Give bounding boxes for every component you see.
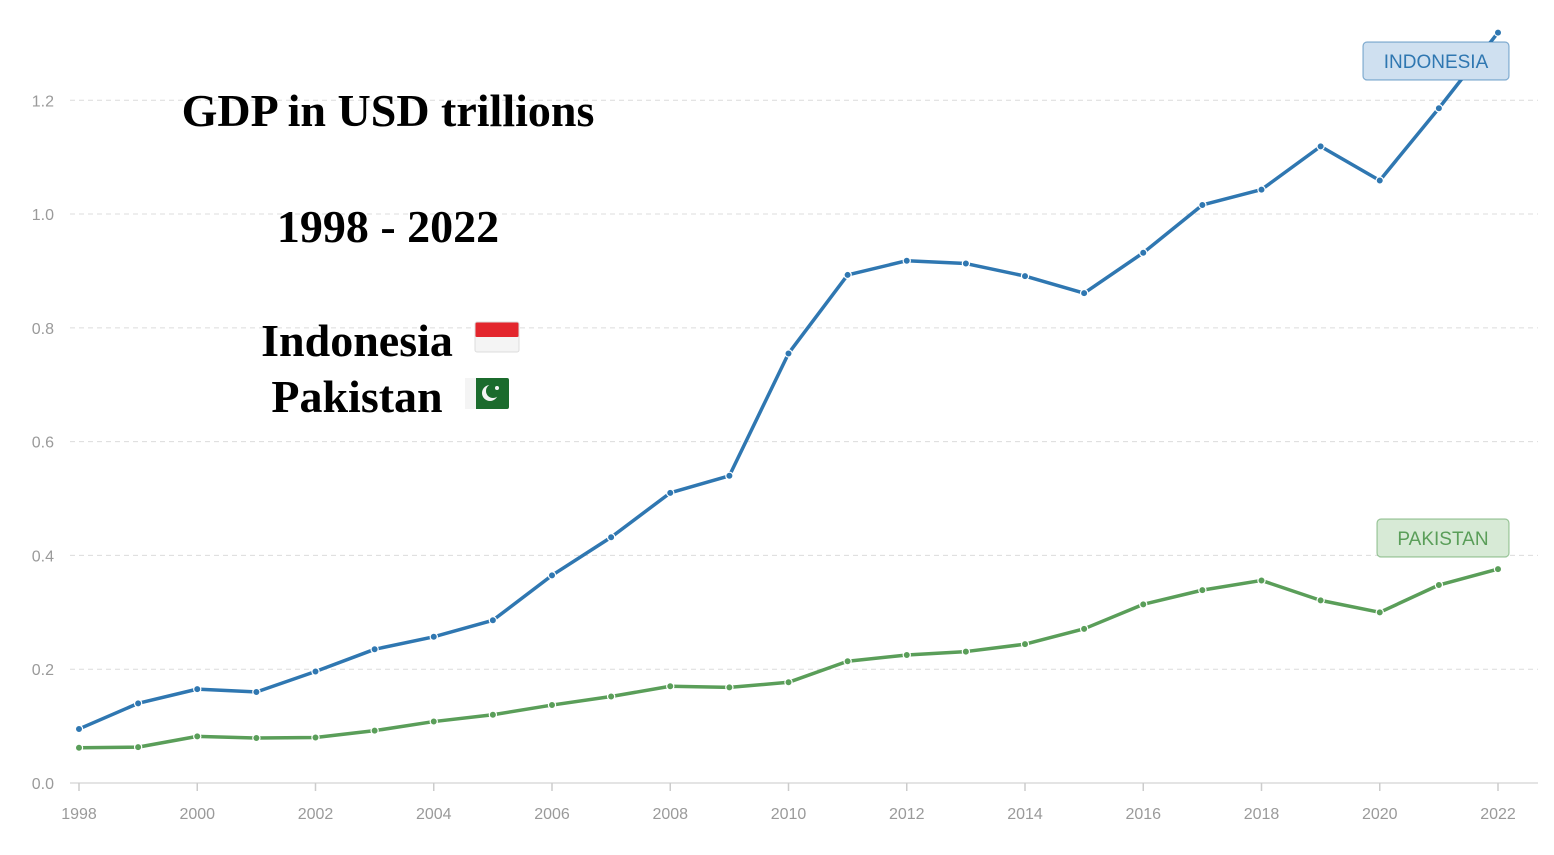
y-axis: 0.0 0.2 0.4 0.6 0.8 1.0 1.2 [32,93,54,793]
x-axis: 1998 2000 2002 2004 2006 2008 2010 2012 2014 2016… [61,783,1516,823]
data-point[interactable] [74,743,84,752]
series-label-text: INDONESIA [1384,52,1489,73]
data-point[interactable] [961,647,971,656]
title-line-4: Pakistan [271,371,442,422]
data-point[interactable] [725,471,734,480]
chart-title: GDP in USD trillions 1998 - 2022 Indones… [182,85,595,422]
x-tick-label: 2020 [1362,806,1398,823]
data-point[interactable] [1020,271,1030,281]
x-tick-label: 1998 [61,806,97,823]
x-tick-label: 2008 [652,806,688,823]
series-pakistan [74,564,1503,752]
data-point[interactable] [133,742,143,752]
data-point[interactable] [370,645,379,654]
data-point[interactable] [1139,248,1148,257]
x-tick-label: 2012 [889,806,925,823]
x-tick-label: 2016 [1125,806,1161,823]
data-point[interactable] [843,270,852,280]
y-tick-label: 0.2 [32,662,54,679]
data-point[interactable] [961,259,971,268]
data-point[interactable] [725,683,734,692]
title-line-2: 1998 - 2022 [277,201,499,252]
data-point[interactable] [1079,624,1089,634]
pakistan-flag-icon [465,378,509,409]
data-point[interactable] [370,726,379,735]
series-indonesia [74,28,1503,734]
data-point[interactable] [666,682,675,691]
series-label-indonesia: INDONESIA [1362,41,1510,81]
data-point[interactable] [1375,608,1384,617]
data-point[interactable] [193,684,202,694]
data-point[interactable] [1198,585,1207,595]
data-point[interactable] [429,632,438,641]
data-point[interactable] [1257,576,1266,585]
data-point[interactable] [1434,580,1444,590]
series-lines [74,28,1503,752]
data-point[interactable] [311,733,320,742]
data-point[interactable] [1493,28,1503,37]
title-line-1: GDP in USD trillions [182,85,595,136]
x-tick-label: 2010 [771,806,807,823]
data-point[interactable] [1493,564,1503,574]
data-point[interactable] [902,256,911,265]
data-point[interactable] [1020,639,1030,649]
y-tick-label: 1.0 [32,207,54,224]
data-point[interactable] [488,710,498,719]
data-point[interactable] [133,699,143,708]
data-point[interactable] [488,616,498,625]
data-point[interactable] [547,571,557,580]
data-point[interactable] [666,488,675,498]
x-tick-label: 2002 [298,806,334,823]
data-point[interactable] [1434,104,1444,113]
x-tick-label: 2014 [1007,806,1043,823]
series-line [77,567,1500,750]
data-point[interactable] [252,687,261,697]
data-point[interactable] [1198,200,1207,210]
y-tick-label: 0.4 [32,548,54,565]
x-tick-label: 2018 [1244,806,1280,823]
data-point[interactable] [311,667,320,676]
y-tick-label: 0.8 [32,321,54,338]
data-point[interactable] [1316,142,1325,151]
data-point[interactable] [1139,600,1148,609]
indonesia-flag-icon [474,321,520,353]
data-point[interactable] [606,692,616,701]
data-point[interactable] [547,700,557,710]
data-point[interactable] [843,657,852,666]
data-point[interactable] [74,724,84,734]
data-point[interactable] [902,650,911,660]
series-labels: INDONESIA PAKISTAN [1362,41,1510,558]
y-tick-label: 1.2 [32,93,54,110]
x-tick-label: 2006 [534,806,570,823]
series-label-box [1362,41,1510,81]
x-tick-label: 2004 [416,806,452,823]
title-line-3: Indonesia [261,315,453,366]
data-point[interactable] [784,678,793,687]
data-point[interactable] [252,733,261,743]
data-point[interactable] [193,732,202,741]
x-tick-label: 2000 [179,806,215,823]
data-point[interactable] [606,533,616,542]
y-tick-label: 0.0 [32,776,54,793]
series-label-pakistan: PAKISTAN [1376,518,1510,558]
series-label-box [1376,518,1510,558]
y-tick-label: 0.6 [32,435,54,452]
series-label-text: PAKISTAN [1397,529,1488,550]
data-point[interactable] [1316,596,1325,605]
x-tick-label: 2022 [1480,806,1516,823]
data-point[interactable] [1079,288,1089,298]
data-point[interactable] [429,717,438,726]
data-point[interactable] [1257,185,1266,194]
data-point[interactable] [784,349,793,358]
data-point[interactable] [1375,176,1384,185]
